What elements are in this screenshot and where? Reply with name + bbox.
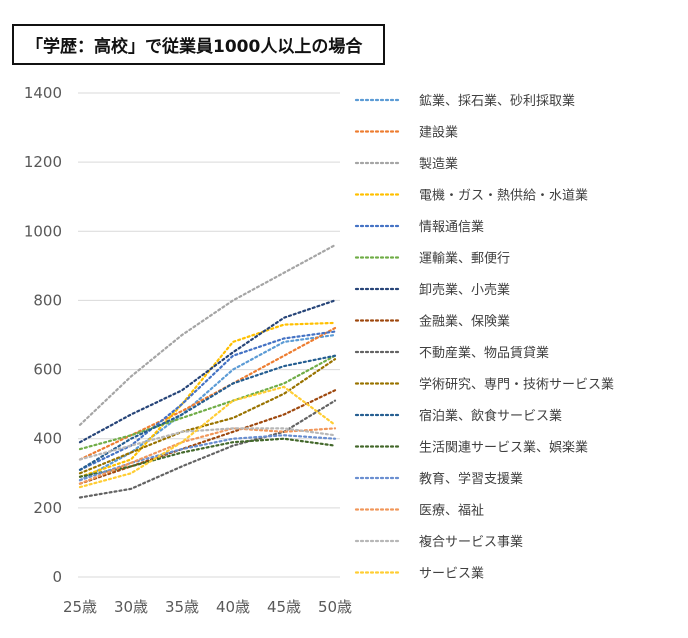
y-axis: 0 200 400 600 800 1000 1200 1400 xyxy=(24,84,62,586)
gridlines xyxy=(78,92,340,578)
legend-item: サービス業 xyxy=(354,566,484,582)
series-line-2 xyxy=(78,244,337,426)
x-tick-label: 45歳 xyxy=(267,598,301,616)
series-line-9 xyxy=(78,358,337,475)
y-tick-label: 1200 xyxy=(24,153,62,171)
y-tick-label: 200 xyxy=(33,499,62,517)
series-lines xyxy=(78,244,337,499)
series-line-8 xyxy=(78,399,337,499)
legend-item: 生活関連サービス業、娯楽業 xyxy=(354,440,588,456)
series-line-15 xyxy=(78,385,337,489)
legend-label: 金融業、保険業 xyxy=(419,314,510,330)
x-tick-label: 50歳 xyxy=(318,598,352,616)
y-tick-label: 0 xyxy=(52,568,62,586)
legend-label: 宿泊業、飲食サービス業 xyxy=(419,408,562,424)
legend-item: 電機・ガス・熱供給・水道業 xyxy=(354,188,588,204)
legend: 鉱業、採石業、砂利採取業建設業製造業電機・ガス・熱供給・水道業情報通信業運輸業、… xyxy=(354,93,614,582)
legend-label: 電機・ガス・熱供給・水道業 xyxy=(419,188,588,204)
legend-label: 不動産業、物品賃貸業 xyxy=(419,345,549,361)
x-tick-label: 40歳 xyxy=(216,598,250,616)
chart-title: 「学歴：高校」で従業員1000人以上の場合 xyxy=(12,24,385,65)
legend-label: 卸売業、小売業 xyxy=(419,282,510,298)
legend-item: 運輸業、郵便行 xyxy=(354,251,510,267)
y-tick-label: 800 xyxy=(33,291,62,309)
legend-item: 複合サービス事業 xyxy=(354,534,523,550)
legend-label: 医療、福祉 xyxy=(419,504,484,519)
series-line-7 xyxy=(78,389,337,485)
series-line-3 xyxy=(78,321,337,478)
y-tick-label: 600 xyxy=(33,361,62,379)
legend-item: 鉱業、採石業、砂利採取業 xyxy=(354,93,575,109)
series-line-5 xyxy=(78,354,337,451)
legend-item: 学術研究、専門・技術サービス業 xyxy=(354,377,614,393)
series-line-4 xyxy=(78,330,337,471)
series-line-14 xyxy=(78,427,337,461)
legend-item: 建設業 xyxy=(354,125,458,141)
legend-item: 金融業、保険業 xyxy=(354,314,510,330)
legend-label: サービス業 xyxy=(419,566,484,582)
legend-item: 製造業 xyxy=(354,156,458,172)
legend-item: 情報通信業 xyxy=(354,219,484,235)
legend-label: 生活関連サービス業、娯楽業 xyxy=(419,440,588,456)
legend-label: 複合サービス事業 xyxy=(419,534,523,550)
y-tick-label: 1400 xyxy=(24,84,62,102)
legend-item: 不動産業、物品賃貸業 xyxy=(354,345,549,361)
legend-label: 運輸業、郵便行 xyxy=(419,251,510,267)
y-tick-label: 1000 xyxy=(24,222,62,240)
x-tick-label: 35歳 xyxy=(165,598,199,616)
y-tick-label: 400 xyxy=(33,430,62,448)
series-line-6 xyxy=(78,299,337,444)
legend-label: 教育、学習支援業 xyxy=(419,471,523,487)
series-line-0 xyxy=(78,333,337,482)
legend-item: 宿泊業、飲食サービス業 xyxy=(354,408,562,424)
series-line-13 xyxy=(78,427,337,485)
legend-label: 建設業 xyxy=(419,125,458,141)
legend-label: 学術研究、専門・技術サービス業 xyxy=(419,377,614,393)
legend-label: 鉱業、採石業、砂利採取業 xyxy=(419,93,575,109)
legend-label: 情報通信業 xyxy=(419,219,484,235)
series-line-11 xyxy=(78,437,337,478)
series-line-1 xyxy=(78,326,337,461)
legend-label: 製造業 xyxy=(419,156,458,172)
legend-item: 卸売業、小売業 xyxy=(354,282,510,298)
x-axis: 25歳 30歳 35歳 40歳 45歳 50歳 xyxy=(63,598,352,616)
x-tick-label: 25歳 xyxy=(63,598,97,616)
legend-item: 医療、福祉 xyxy=(354,504,484,519)
legend-item: 教育、学習支援業 xyxy=(354,471,523,487)
series-line-10 xyxy=(78,354,337,471)
x-tick-label: 30歳 xyxy=(114,598,148,616)
